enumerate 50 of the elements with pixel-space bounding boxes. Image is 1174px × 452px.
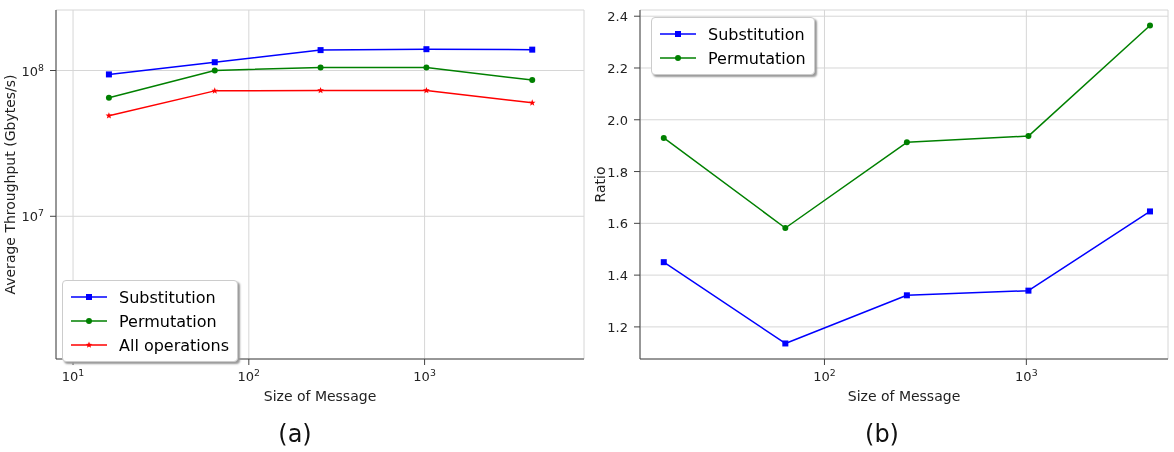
point [1146,208,1153,215]
y-axis-title: Ratio [591,166,608,203]
text: (a) [277,420,313,448]
point [529,46,536,53]
y-tick-label: 2.4 [607,9,628,25]
point [529,77,536,84]
point [423,46,430,53]
point [1025,287,1032,294]
point [317,64,324,71]
point [1025,133,1032,140]
x-axis-title: Size of Message [847,388,961,404]
legend-label: Permutation [119,311,217,331]
y-tick-label: 2.2 [607,60,628,76]
y-tick-label: 1.2 [607,319,628,335]
point [528,99,536,106]
point [317,86,324,94]
legend-label: Permutation [708,48,806,68]
y-tick-label: 1.8 [607,164,628,180]
x-tick-label: 10$^{2}$ [237,366,261,384]
y-tick-label: 1.4 [607,268,628,284]
legend-label: All operations [119,335,230,355]
point [782,225,789,231]
x-tick-label: 10$^{1}$ [61,366,85,384]
point [660,134,667,141]
point [211,59,218,66]
y-tick-label: 10$^{8}$ [21,61,45,79]
point [105,112,113,119]
y-axis-title: Average Throughput (Gbytes/s) [1,74,18,295]
y-tick-label: 2.0 [607,112,628,128]
point [903,139,910,146]
point [211,87,219,94]
legend-label: Substitution [708,24,805,44]
point [903,292,910,299]
point [105,71,112,78]
text: (b) [864,420,900,448]
x-axis-title: Size of Message [263,388,377,404]
point [317,47,324,54]
point [423,64,430,71]
point [782,340,789,347]
legend-label: Substitution [119,287,216,307]
y-tick-label: 1.6 [607,216,628,232]
point [660,259,667,266]
x-tick-label: 10$^{3}$ [413,366,436,384]
point [1146,22,1153,29]
point [105,94,112,101]
x-tick-label: 10$^{3}$ [1015,366,1038,384]
point [423,86,430,94]
x-tick-label: 10$^{2}$ [813,366,836,384]
point [211,67,218,74]
y-tick-label: 10$^{7}$ [21,206,45,225]
